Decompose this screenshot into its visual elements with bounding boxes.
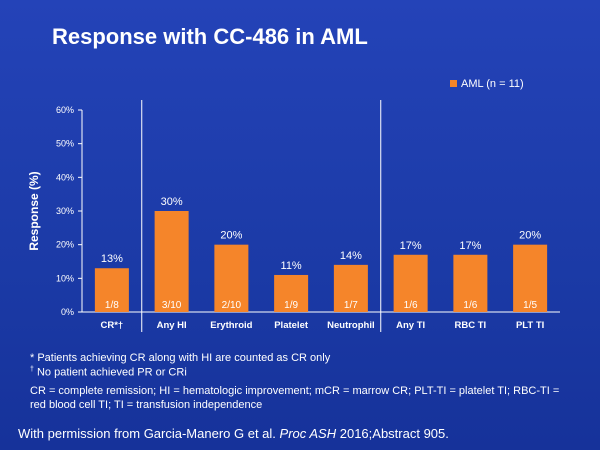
y-tick-label: 50% [56, 139, 74, 149]
bar [154, 211, 189, 312]
bar-value-label: 13% [101, 253, 123, 265]
x-tick-label: Erythroid [210, 320, 252, 331]
citation: With permission from Garcia-Manero G et … [18, 426, 449, 441]
bar-fraction-label: 1/5 [523, 300, 537, 311]
x-tick-label: RBC TI [455, 320, 487, 331]
y-axis-label: Response (%) [27, 171, 41, 250]
citation-suffix: 2016;Abstract 905. [336, 426, 449, 441]
y-tick-label: 0% [61, 307, 74, 317]
bar-fraction-label: 1/9 [284, 300, 298, 311]
legend-label: AML (n = 11) [461, 78, 524, 90]
bar [513, 244, 548, 312]
y-tick-label: 20% [56, 240, 74, 250]
legend-swatch [450, 80, 457, 87]
bar-fraction-label: 2/10 [222, 300, 242, 311]
y-tick-label: 60% [56, 105, 74, 115]
bar-fraction-label: 1/6 [404, 300, 418, 311]
bar [94, 268, 129, 312]
x-tick-label: PLT TI [516, 320, 544, 331]
bar-value-label: 17% [459, 240, 481, 252]
bar [274, 274, 309, 312]
y-tick-label: 40% [56, 172, 74, 182]
bar-fraction-label: 1/7 [344, 300, 358, 311]
x-tick-label: Neutrophil [327, 320, 375, 331]
footnote-dagger: † No patient achieved PR or CRi [30, 366, 187, 379]
x-tick-label: Any TI [396, 320, 425, 331]
bar-value-label: 17% [400, 240, 422, 252]
bar [453, 254, 488, 312]
x-tick-label: Any HI [157, 320, 187, 331]
y-tick-label: 30% [56, 206, 74, 216]
x-tick-label: CR*† [101, 320, 124, 331]
x-tick-label: Platelet [274, 320, 309, 331]
dagger-symbol: † [30, 366, 34, 373]
bar [214, 244, 249, 312]
citation-prefix: With permission from Garcia-Manero G et … [18, 426, 280, 441]
slide-title: Response with CC-486 in AML [52, 24, 368, 49]
footnote-abbreviations: CR = complete remission; HI = hematologi… [30, 385, 560, 411]
bar-value-label: 20% [220, 230, 242, 242]
bar-chart: 0% 10% 20% 30% 40% 50% 60% Response (%) 13% 1/8 CR… [27, 78, 548, 331]
bar [333, 264, 368, 312]
footnote-cr: * Patients achieving CR along with HI ar… [30, 352, 331, 364]
bar-fraction-label: 1/6 [463, 300, 477, 311]
footnote-dagger-text: No patient achieved PR or CRi [33, 366, 187, 379]
bar-value-label: 20% [519, 230, 541, 242]
citation-journal: Proc ASH [279, 426, 337, 441]
bar [393, 254, 428, 312]
y-tick-label: 10% [56, 273, 74, 283]
bar-value-label: 14% [340, 250, 362, 262]
bar-fraction-label: 3/10 [162, 300, 182, 311]
bar-fraction-label: 1/8 [105, 300, 119, 311]
bar-value-label: 11% [281, 260, 302, 272]
bar-value-label: 30% [161, 196, 183, 208]
